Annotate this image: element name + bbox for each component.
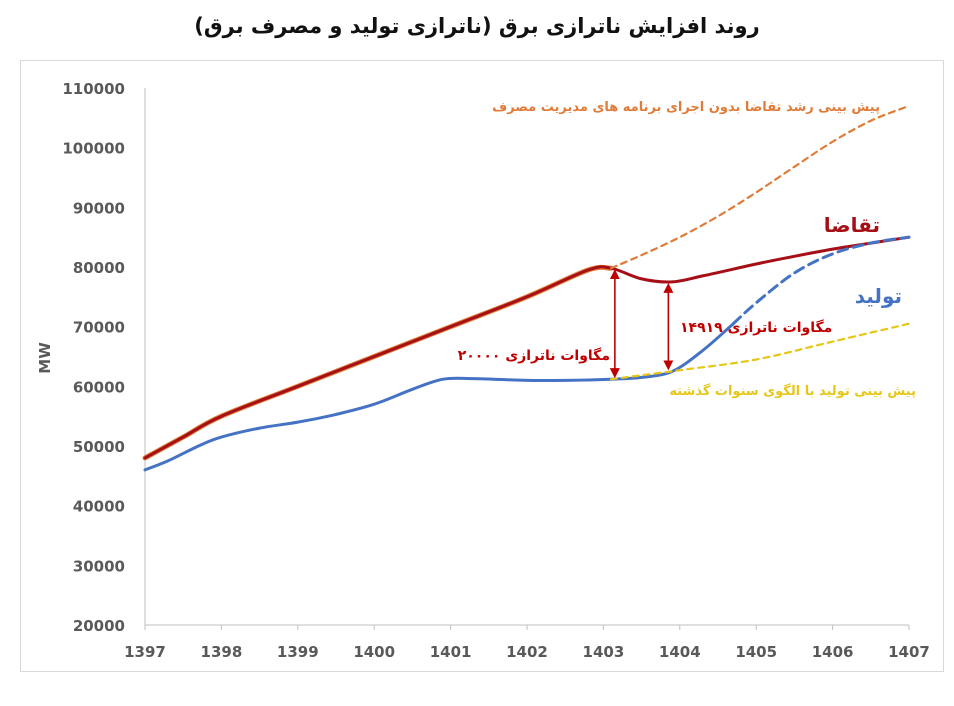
x-tick-label: 1404 xyxy=(659,643,701,661)
demand-forecast-label: پیش بینی رشد تقاضا بدون اجرای برنامه های… xyxy=(492,100,880,115)
series-production-trend-line xyxy=(609,322,911,381)
gap-arrows xyxy=(609,269,674,379)
production-label: تولید xyxy=(855,284,902,308)
x-tick-label: 1403 xyxy=(583,643,625,661)
production-forecast-label: پیش بینی تولید با الگوی سنوات گذشته xyxy=(669,383,916,399)
y-axis-label: MW xyxy=(36,342,54,374)
plot-frame xyxy=(20,60,944,672)
x-tick-label: 1407 xyxy=(888,643,930,661)
y-tick-label: 100000 xyxy=(62,140,125,158)
y-tick-label: 110000 xyxy=(62,80,125,98)
series-layer xyxy=(142,104,911,472)
series-demand-forecast-line xyxy=(609,104,911,270)
x-tick-label: 1399 xyxy=(277,643,319,661)
y-tick-label: 60000 xyxy=(73,378,125,396)
x-tick-label: 1398 xyxy=(201,643,243,661)
y-tick-label: 80000 xyxy=(73,259,125,277)
chart-title: روند افزایش ناترازی برق (ناترازی تولید و… xyxy=(194,14,760,38)
y-tick-label: 70000 xyxy=(73,319,125,337)
y-tick-label: 40000 xyxy=(73,498,125,516)
gap1-label: ۲۰۰۰۰ مگاوات ناترازی xyxy=(458,347,610,364)
gap2-label: ۱۴۹۱۹ مگاوات ناترازی xyxy=(680,319,832,336)
x-tick-label: 1405 xyxy=(735,643,777,661)
axes xyxy=(144,88,910,630)
series-production-continuation-line xyxy=(731,235,911,326)
x-tick-label: 1402 xyxy=(506,643,548,661)
x-tick-label: 1397 xyxy=(124,643,166,661)
tick-labels: 20000 30000 40000 50000 60000 70000 80000 90000… xyxy=(62,80,930,661)
y-tick-label: 50000 xyxy=(73,438,125,456)
x-tick-label: 1400 xyxy=(353,643,395,661)
series-production-line xyxy=(143,322,735,472)
y-tick-label: 90000 xyxy=(73,199,125,217)
y-tick-label: 20000 xyxy=(73,617,125,635)
demand-label: تقاضا xyxy=(824,213,880,237)
x-tick-label: 1401 xyxy=(430,643,472,661)
annotation-layer: MW پیش بینی رشد تقاضا بدون اجرای برنامه … xyxy=(36,100,916,399)
x-tick-label: 1406 xyxy=(812,643,854,661)
y-tick-label: 30000 xyxy=(73,557,125,575)
series-demand-line xyxy=(143,235,911,460)
